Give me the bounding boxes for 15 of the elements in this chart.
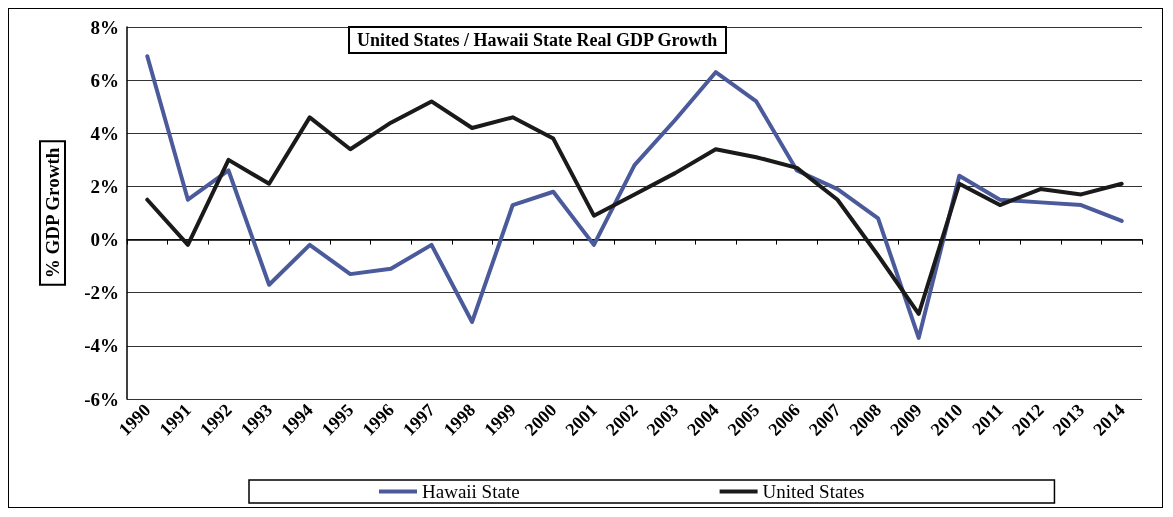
y-tick-label: 0%: [90, 229, 119, 251]
y-tick-label: -4%: [84, 335, 119, 357]
y-tick-label: 8%: [90, 16, 119, 38]
legend-label: Hawaii State: [422, 481, 520, 502]
y-tick-label: 2%: [90, 175, 119, 197]
line-series: [145, 54, 1124, 340]
chart-title: United States / Hawaii State Real GDP Growth: [357, 30, 718, 50]
legend-label: United States: [762, 481, 865, 502]
x-tick-label: 2011: [968, 399, 1007, 439]
y-tick-label: 4%: [90, 122, 119, 144]
y-axis-title: % GDP Growth: [42, 147, 63, 279]
y-tick-label: -6%: [84, 388, 119, 410]
line-series: [145, 99, 1124, 316]
y-tick-label: -2%: [84, 282, 119, 304]
y-tick-label: 6%: [90, 69, 119, 91]
